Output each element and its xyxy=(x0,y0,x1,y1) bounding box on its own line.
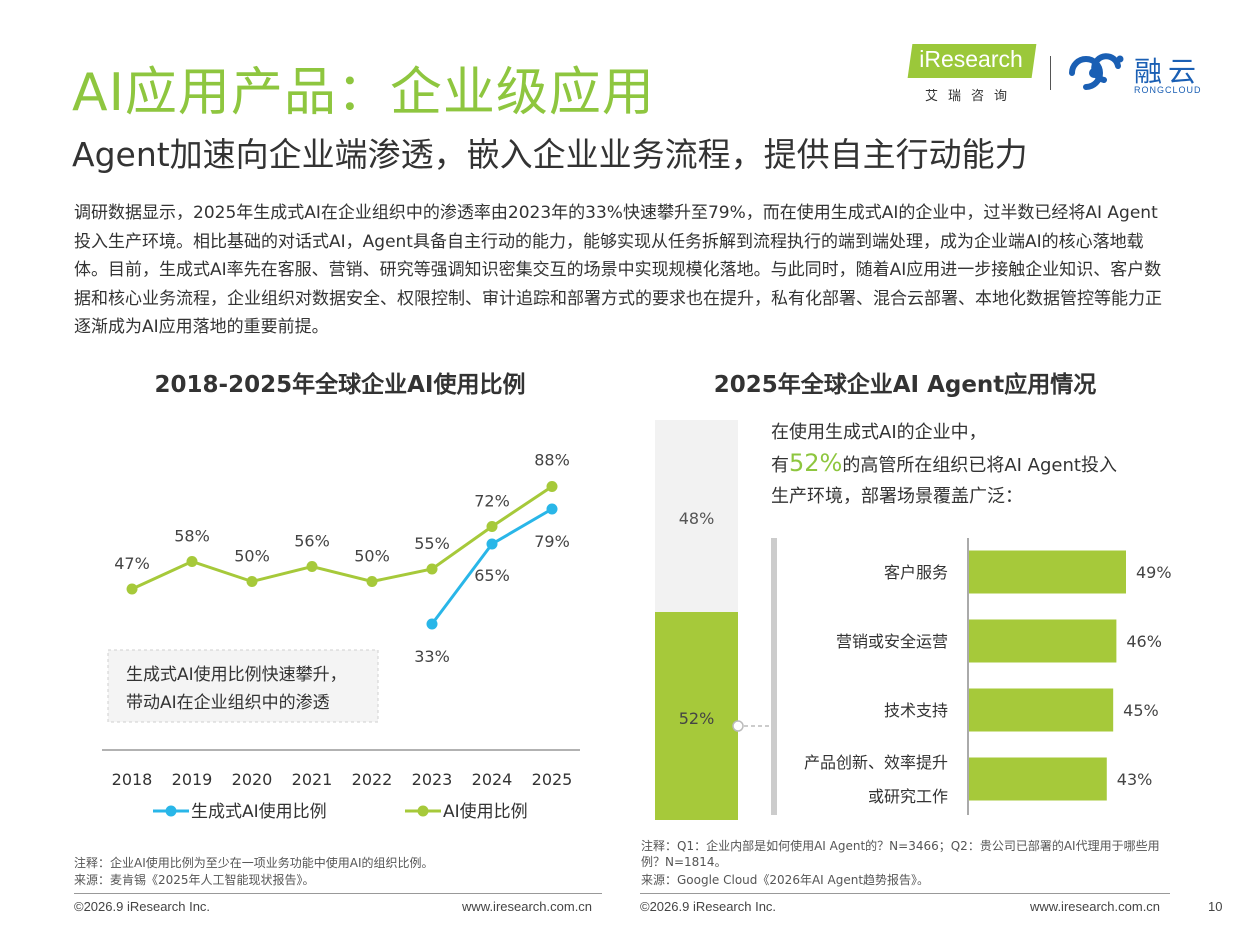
data-label-0-2024: 65% xyxy=(474,566,510,585)
data-label-1-2023: 55% xyxy=(414,534,450,553)
left-chart-source: 来源：麦肯锡《2025年人工智能现状报告》。 xyxy=(74,873,315,887)
stack-label-0: 48% xyxy=(679,509,715,528)
agent-intro: 在使用生成式AI的企业中， 有52%的高管所在组织已将AI Agent投入 生产… xyxy=(771,417,1117,512)
data-label-0-2023: 33% xyxy=(414,647,450,666)
left-chart-note: 注释：企业AI使用比例为至少在一项业务功能中使用AI的组织比例。 xyxy=(74,856,434,870)
hbar-3 xyxy=(969,757,1107,801)
data-point-1-2025 xyxy=(546,481,558,492)
iresearch-logo-text: iResearch xyxy=(919,46,1023,72)
iresearch-logo-cn: 艾瑞咨询 xyxy=(924,89,1017,104)
data-point-1-2021 xyxy=(306,561,318,572)
right-chart-title: 2025年全球企业AI Agent应用情况 xyxy=(713,372,1097,398)
rongcloud-logo-icon xyxy=(1069,53,1124,90)
iresearch-logo: iResearch 艾瑞咨询 xyxy=(906,44,1037,104)
hbar-category-label-2-0: 技术支持 xyxy=(884,701,948,720)
footer-website-right: www.iresearch.com.cn xyxy=(1030,899,1161,914)
data-label-1-2019: 58% xyxy=(174,527,210,546)
data-label-1-2021: 56% xyxy=(294,532,330,551)
connector-dot xyxy=(732,720,744,732)
agent-intro-line-2: 有52%的高管所在组织已将AI Agent投入 xyxy=(771,448,1117,481)
footer-website-left: www.iresearch.com.cn xyxy=(462,899,593,914)
stack-segment-0 xyxy=(655,420,738,612)
x-tick-label-2024: 2024 xyxy=(472,770,513,789)
page-number: 10 xyxy=(1208,899,1223,914)
hbar-value-label-3: 43% xyxy=(1117,770,1153,789)
footer-divider-right xyxy=(640,893,1170,894)
data-point-1-2020 xyxy=(246,576,258,587)
data-label-1-2018: 47% xyxy=(114,554,150,573)
hbar-value-label-2: 45% xyxy=(1123,701,1159,720)
hbar-value-label-1: 46% xyxy=(1126,632,1162,651)
rongcloud-logo-en: RONGCLOUD xyxy=(1134,85,1202,95)
data-label-1-2022: 50% xyxy=(354,547,390,566)
logo-divider xyxy=(1050,56,1051,90)
hbar-2 xyxy=(969,688,1114,732)
x-tick-label-2019: 2019 xyxy=(172,770,213,789)
data-point-1-2024 xyxy=(486,521,498,532)
x-tick-label-2021: 2021 xyxy=(292,770,333,789)
chart-annotation-box: 生成式AI使用比例快速攀升， 带动AI在企业组织中的渗透 xyxy=(107,649,379,723)
left-chart-title: 2018-2025年全球企业AI使用比例 xyxy=(154,372,526,398)
rongcloud-logo: 融云 RONGCLOUD xyxy=(1064,50,1214,100)
right-chart-source: 来源：Google Cloud《2026年AI Agent趋势报告》。 xyxy=(641,873,930,887)
hbar-0 xyxy=(969,550,1126,594)
data-label-1-2024: 72% xyxy=(474,492,510,511)
right-chart-note: 注释：Q1：企业内部是如何使用AI Agent的？N=3466；Q2：贵公司已部… xyxy=(641,839,1160,869)
agent-intro-line-1: 在使用生成式AI的企业中， xyxy=(771,422,987,443)
data-point-1-2023 xyxy=(426,563,438,575)
x-tick-label-2025: 2025 xyxy=(532,770,573,789)
legend-label-0: 生成式AI使用比例 xyxy=(191,801,327,822)
footer-copyright-right: ©2026.9 iResearch Inc. xyxy=(640,899,777,914)
x-tick-label-2020: 2020 xyxy=(232,770,273,789)
chart-legend: 生成式AI使用比例 AI使用比例 xyxy=(153,801,528,822)
annotation-line-1: 生成式AI使用比例快速攀升， xyxy=(126,664,347,685)
page-title: AI应用产品：企业级应用 xyxy=(72,63,655,123)
x-tick-label-2022: 2022 xyxy=(352,770,393,789)
annotation-line-2: 带动AI在企业组织中的渗透 xyxy=(126,693,330,713)
series-line-1 xyxy=(131,485,553,591)
stack-segment-1 xyxy=(655,612,738,820)
legend-label-1: AI使用比例 xyxy=(443,801,528,822)
hbar-value-label-0: 49% xyxy=(1136,563,1172,582)
agent-intro-suffix: 的高管所在组织已将AI Agent投入 xyxy=(842,455,1117,476)
data-point-0-2024 xyxy=(486,538,498,550)
x-tick-label-2023: 2023 xyxy=(412,770,453,789)
footer-copyright-left: ©2026.9 iResearch Inc. xyxy=(74,899,211,914)
hbar-category-label-1-0: 营销或安全运营 xyxy=(836,632,948,651)
data-point-1-2019 xyxy=(186,556,198,567)
agent-intro-line-3: 生产环境，部署场景覆盖广泛： xyxy=(771,486,1023,507)
data-label-1-2025: 88% xyxy=(534,451,570,470)
hbar-category-label-0-0: 客户服务 xyxy=(884,563,948,582)
data-point-1-2018 xyxy=(126,583,138,595)
page-subtitle: Agent加速向企业端渗透，嵌入企业业务流程，提供自主行动能力 xyxy=(72,135,1028,174)
hbar-1 xyxy=(969,619,1117,663)
agent-intro-highlight: 52% xyxy=(789,449,843,477)
line-chart: 生成式AI使用比例快速攀升， 带动AI在企业组织中的渗透 2018 2019 202… xyxy=(102,451,580,822)
agent-chart: 48% 52% 49% 客户服务 46% 营销或安全运营 45% 技术支持 43% 产品创新、效… xyxy=(655,420,1172,820)
data-label-1-2020: 50% xyxy=(234,547,270,566)
data-point-0-2025 xyxy=(546,503,558,515)
footer-divider-left xyxy=(74,893,602,894)
legend-swatch-dot-1 xyxy=(417,805,429,817)
legend-swatch-dot-0 xyxy=(165,805,177,817)
agent-intro-prefix: 有 xyxy=(771,455,789,476)
stack-label-1: 52% xyxy=(679,709,715,728)
hbar-category-label-3-1: 或研究工作 xyxy=(868,787,948,806)
rongcloud-logo-cn: 融云 xyxy=(1134,55,1203,88)
data-label-0-2025: 79% xyxy=(534,532,570,551)
data-point-0-2023 xyxy=(426,618,438,630)
hbar-category-label-3-0: 产品创新、效率提升 xyxy=(804,753,948,772)
x-tick-label-2018: 2018 xyxy=(112,770,153,789)
data-point-1-2022 xyxy=(366,576,378,587)
body-paragraph: 调研数据显示，2025年生成式AI在企业组织中的渗透率由2023年的33%快速攀… xyxy=(74,203,1162,337)
